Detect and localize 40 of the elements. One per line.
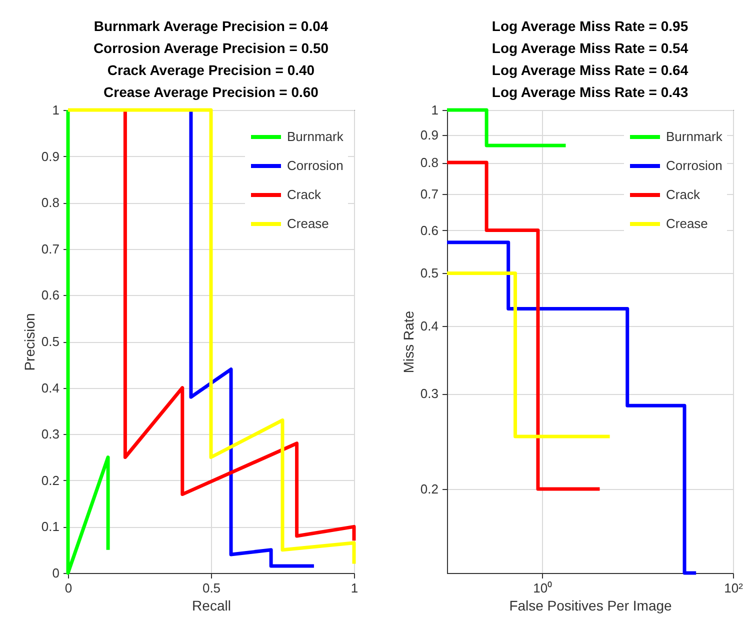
chart-title: Burnmark Average Precision = 0.04 Corrosion Average Precision = 0.50 Crack Average Precision = 0.40 Crease Average Precision = 0.60 (93, 18, 329, 100)
y-tick-label: 0.3 (420, 386, 438, 402)
x-tick-label: 10⁰ (533, 580, 553, 596)
legend-label: Crack (287, 187, 322, 202)
legend-label: Crack (666, 187, 700, 202)
x-tick-label: 10² (724, 580, 744, 596)
y-tick-label: 0.2 (41, 472, 60, 488)
y-tick-label: 1 (431, 102, 438, 118)
line-series (66, 108, 110, 575)
y-tick-label: 0.9 (420, 127, 438, 142)
x-tick-label: 0 (64, 580, 72, 596)
legend-label: Crease (666, 216, 708, 231)
legend-label: Corrosion (287, 158, 344, 173)
y-tick-label: 0.8 (41, 195, 60, 210)
y-tick-label: 0.1 (41, 519, 60, 534)
y-tick-label: 0.3 (41, 426, 60, 442)
y-tick-label: 0.4 (41, 380, 60, 396)
x-axis-title: Recall (192, 598, 231, 614)
y-tick-label: 0.9 (41, 148, 60, 164)
y-axis-title: Miss Rate (400, 310, 416, 374)
y-tick-label: 0.7 (420, 186, 438, 202)
y-tick-label: 0.7 (41, 241, 60, 256)
legend-label: Corrosion (666, 158, 722, 173)
y-tick-label: 0.6 (41, 288, 60, 303)
legend-label: Burnmark (287, 129, 344, 144)
chart-title: Log Average Miss Rate = 0.95 Log Average Miss Rate = 0.54 Log Average Miss Rate = 0.64 Log Average Miss Rate = 0.43 (492, 18, 688, 100)
y-tick-label: 0.6 (420, 222, 438, 238)
y-tick-label: 0.2 (420, 482, 438, 497)
x-tick-label: 0.5 (202, 580, 221, 596)
y-axis-title: Precision (21, 313, 38, 371)
legend-label: Crease (287, 216, 329, 231)
y-tick-label: 0.4 (420, 318, 438, 334)
y-tick-label: 0.5 (420, 266, 438, 281)
y-tick-label: 0.8 (420, 155, 438, 170)
x-axis-title: False Positives Per Image (509, 598, 672, 614)
y-tick-label: 0.5 (41, 334, 60, 349)
legend-label: Burnmark (666, 129, 723, 144)
x-tick-label: 1 (350, 580, 358, 596)
y-tick-label: 0 (52, 566, 60, 580)
y-tick-label: 1 (52, 102, 60, 118)
